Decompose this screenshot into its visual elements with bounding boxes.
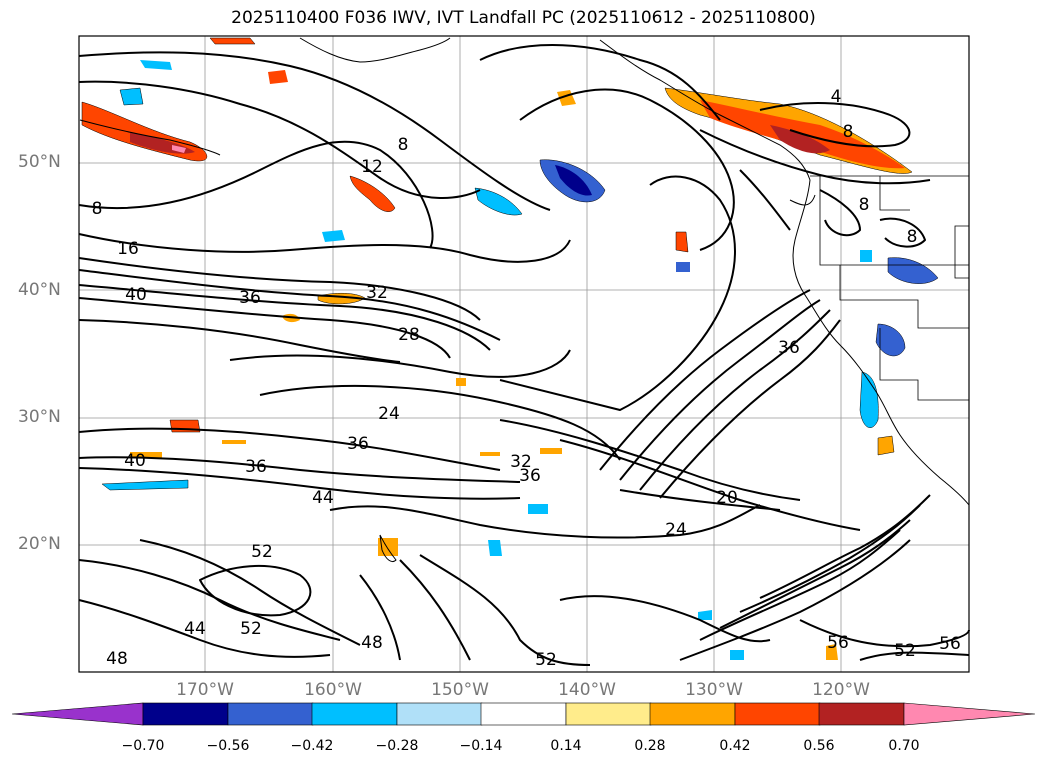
contour-label: 20 [716,488,738,508]
contour-label: 52 [240,619,262,639]
coastlines [79,37,970,563]
contour-label: 36 [778,338,800,358]
map-frame [78,35,970,673]
contour-label: 24 [378,404,400,424]
contour-label: 52 [251,542,273,562]
colorbar-tick: 0.56 [803,738,835,754]
lon-label-150w: 150°W [431,680,489,700]
lat-label-30n: 30°N [18,407,61,427]
contour-label: 24 [665,520,687,540]
contour-label: 32 [510,452,532,472]
contour-label: 44 [184,619,206,639]
contour-label: 8 [92,199,103,219]
contour-label: 36 [245,457,267,477]
colorbar [11,702,1036,726]
colorbar-tick: 0.14 [550,738,582,754]
contour-label: 16 [117,239,139,259]
lat-label-20n: 20°N [18,534,61,554]
contour-label: 8 [843,122,854,142]
contour-label: 36 [519,466,541,486]
contour-label: 28 [398,325,420,345]
contour-label: 8 [859,195,870,215]
contour-label: 56 [827,633,849,653]
iwv-contours [78,44,970,666]
contour-label: 48 [361,633,383,653]
colorbar-tick: −0.42 [290,738,334,754]
colorbar-tick: 0.28 [634,738,666,754]
contour-label: 40 [125,285,147,305]
colorbar-tick: −0.70 [121,738,165,754]
colorbar-tick: 0.70 [888,738,920,754]
contour-label: 56 [939,634,961,654]
lon-label-120w: 120°W [812,680,870,700]
colorbar-tick: −0.28 [375,738,419,754]
lat-label-50n: 50°N [18,152,61,172]
contour-label: 36 [347,434,369,454]
colorbar-tick: −0.56 [206,738,250,754]
lon-label-140w: 140°W [558,680,616,700]
colorbar-tick: 0.42 [719,738,751,754]
lon-label-170w: 170°W [176,680,234,700]
lat-label-40n: 40°N [18,280,61,300]
contour-label: 52 [535,650,557,670]
contour-label: 36 [239,288,261,308]
contour-label: 32 [366,283,388,303]
contour-label: 8 [398,135,409,155]
contour-label: 4 [831,87,842,107]
contour-label: 52 [894,641,916,661]
contour-label: 40 [124,451,146,471]
contour-label: 12 [361,157,383,177]
map-title: 2025110400 F036 IWV, IVT Landfall PC (20… [231,8,816,28]
contour-label: 48 [106,649,128,669]
colorbar-tick: −0.14 [459,738,503,754]
contour-label: 8 [907,227,918,247]
lon-label-160w: 160°W [304,680,362,700]
lon-label-130w: 130°W [685,680,743,700]
contour-label: 44 [312,488,334,508]
